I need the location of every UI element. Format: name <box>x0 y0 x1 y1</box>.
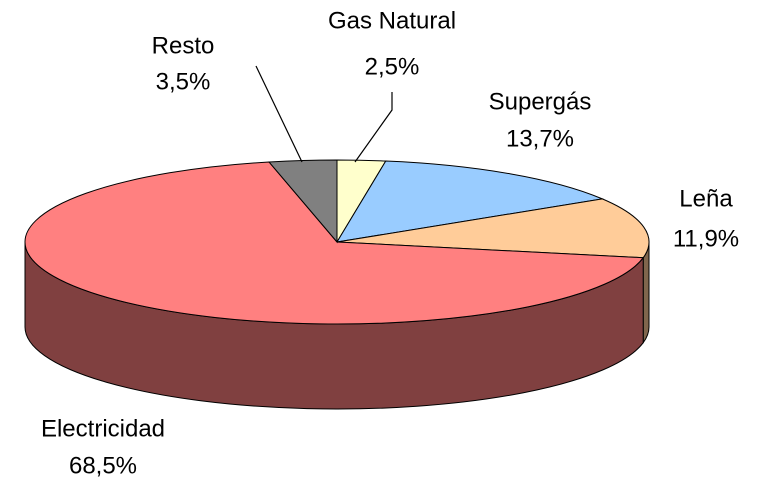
slice-label: Resto <box>152 32 215 59</box>
slice-value-label: 13,7% <box>506 125 574 152</box>
slice-value-label: 68,5% <box>69 452 137 479</box>
pie-slice <box>336 198 650 259</box>
pie-slice <box>267 159 338 244</box>
leader-line <box>354 92 393 163</box>
leader-line <box>255 65 303 163</box>
slice-label: Electricidad <box>41 415 165 442</box>
pie-slice <box>24 161 645 325</box>
slice-value-label: 11,9% <box>673 225 739 252</box>
pie-slice <box>336 160 605 243</box>
slice-label: Gas Natural <box>328 7 456 34</box>
slice-label: Supergás <box>489 88 592 115</box>
slice-label: Leña <box>679 185 733 212</box>
slice-value-label: 3,5% <box>156 68 211 95</box>
slice-value-label: 2,5% <box>365 53 420 80</box>
